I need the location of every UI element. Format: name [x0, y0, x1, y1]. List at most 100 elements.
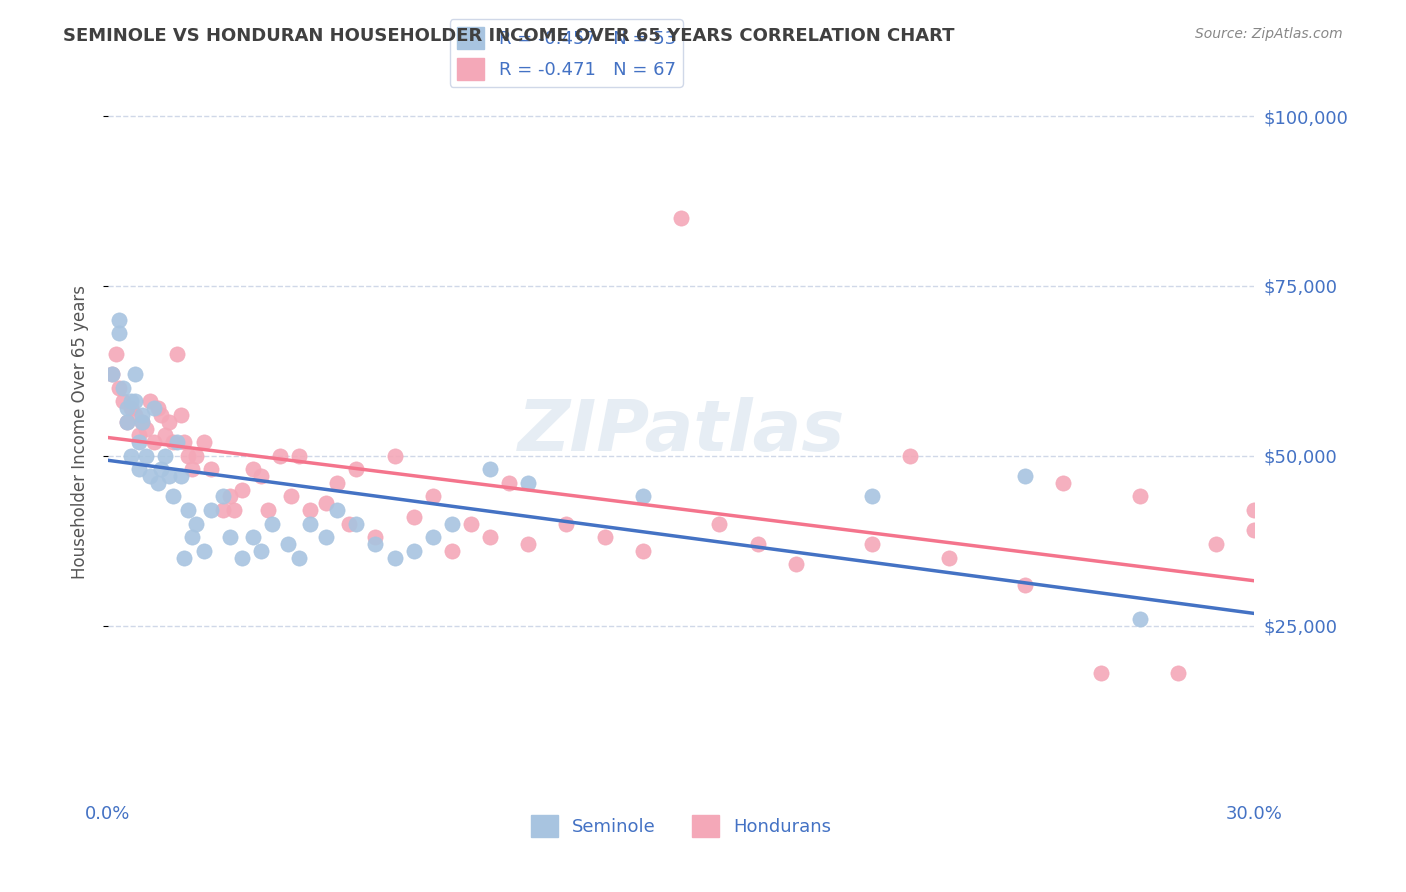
Point: [211, 503, 233, 517]
Point: [479, 462, 502, 476]
Point: [166, 347, 188, 361]
Point: [101, 368, 124, 382]
Point: [1243, 503, 1265, 517]
Point: [108, 326, 131, 341]
Point: [184, 449, 207, 463]
Point: [219, 530, 242, 544]
Point: [173, 435, 195, 450]
Point: [112, 381, 135, 395]
Point: [157, 469, 180, 483]
Point: [460, 516, 482, 531]
Point: [162, 490, 184, 504]
Point: [384, 449, 406, 463]
Point: [299, 503, 322, 517]
Point: [498, 475, 520, 490]
Point: [669, 211, 692, 225]
Point: [1167, 666, 1189, 681]
Point: [344, 516, 367, 531]
Point: [139, 469, 162, 483]
Point: [101, 368, 124, 382]
Point: [422, 490, 444, 504]
Point: [181, 530, 204, 544]
Point: [200, 503, 222, 517]
Point: [150, 408, 173, 422]
Point: [364, 530, 387, 544]
Point: [108, 381, 131, 395]
Point: [860, 490, 883, 504]
Point: [142, 435, 165, 450]
Point: [517, 475, 540, 490]
Point: [135, 421, 157, 435]
Point: [231, 483, 253, 497]
Point: [108, 313, 131, 327]
Point: [142, 401, 165, 416]
Point: [1052, 475, 1074, 490]
Point: [146, 401, 169, 416]
Point: [112, 394, 135, 409]
Point: [315, 530, 337, 544]
Point: [631, 544, 654, 558]
Point: [115, 401, 138, 416]
Point: [440, 544, 463, 558]
Point: [422, 530, 444, 544]
Point: [155, 428, 177, 442]
Point: [326, 475, 349, 490]
Point: [593, 530, 616, 544]
Point: [219, 490, 242, 504]
Point: [250, 544, 273, 558]
Point: [709, 516, 731, 531]
Point: [211, 490, 233, 504]
Point: [402, 544, 425, 558]
Point: [184, 516, 207, 531]
Point: [517, 537, 540, 551]
Point: [479, 530, 502, 544]
Point: [128, 428, 150, 442]
Point: [120, 449, 142, 463]
Point: [173, 550, 195, 565]
Point: [262, 516, 284, 531]
Point: [555, 516, 578, 531]
Point: [155, 449, 177, 463]
Y-axis label: Householder Income Over 65 years: Householder Income Over 65 years: [72, 285, 89, 579]
Point: [200, 462, 222, 476]
Point: [177, 503, 200, 517]
Point: [250, 469, 273, 483]
Text: ZIPatlas: ZIPatlas: [517, 398, 845, 467]
Point: [193, 544, 215, 558]
Point: [120, 401, 142, 416]
Point: [135, 449, 157, 463]
Point: [1205, 537, 1227, 551]
Point: [938, 550, 960, 565]
Point: [177, 449, 200, 463]
Point: [124, 368, 146, 382]
Point: [124, 394, 146, 409]
Point: [747, 537, 769, 551]
Point: [120, 394, 142, 409]
Text: SEMINOLE VS HONDURAN HOUSEHOLDER INCOME OVER 65 YEARS CORRELATION CHART: SEMINOLE VS HONDURAN HOUSEHOLDER INCOME …: [63, 27, 955, 45]
Point: [231, 550, 253, 565]
Point: [299, 516, 322, 531]
Point: [440, 516, 463, 531]
Point: [257, 503, 280, 517]
Point: [222, 503, 245, 517]
Point: [402, 509, 425, 524]
Point: [364, 537, 387, 551]
Point: [242, 462, 264, 476]
Point: [166, 435, 188, 450]
Point: [384, 550, 406, 565]
Point: [131, 415, 153, 429]
Point: [169, 469, 191, 483]
Point: [146, 475, 169, 490]
Point: [269, 449, 291, 463]
Point: [337, 516, 360, 531]
Point: [157, 415, 180, 429]
Point: [104, 347, 127, 361]
Legend: Seminole, Hondurans: Seminole, Hondurans: [523, 808, 839, 845]
Point: [1014, 578, 1036, 592]
Point: [124, 408, 146, 422]
Point: [131, 408, 153, 422]
Point: [860, 537, 883, 551]
Point: [139, 394, 162, 409]
Point: [326, 503, 349, 517]
Point: [128, 462, 150, 476]
